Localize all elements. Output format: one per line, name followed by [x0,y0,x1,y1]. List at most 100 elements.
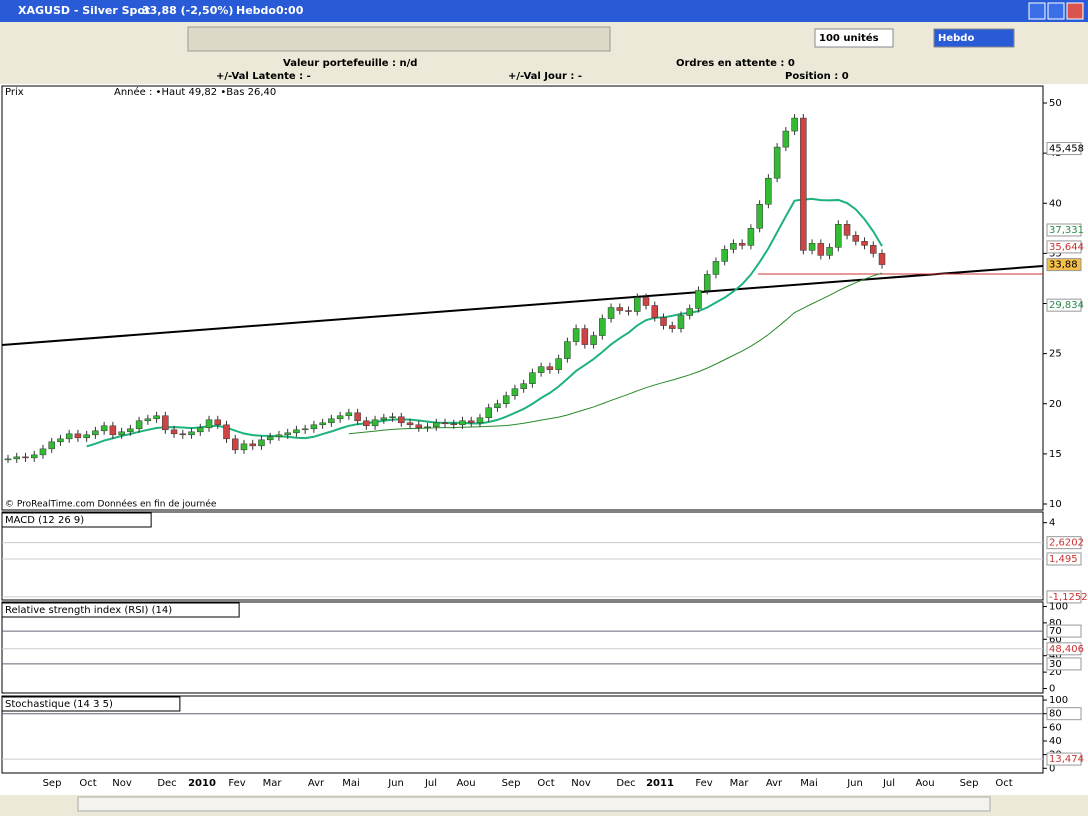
y-tick-label: 20 [1049,667,1062,678]
candle [581,328,589,345]
trend-line [1,265,1044,346]
candle [668,325,676,329]
indicator-tab [1,512,152,528]
y-tick-label: 35 [1049,248,1062,259]
level-label: 30 [1049,659,1062,670]
month-label: Jun [387,778,404,789]
quantity: 100 unités [819,32,879,44]
candle [100,425,108,432]
candle [870,245,877,254]
candle [406,422,414,426]
candle [415,424,423,429]
candle [485,407,492,419]
candle [738,243,746,246]
candle [765,177,772,205]
panel-label: Prix [5,87,24,98]
candle [301,428,309,431]
y-tick-label: 10 [1049,499,1062,510]
candle [310,424,318,430]
candle [677,315,685,329]
quantity-select[interactable] [814,28,894,48]
candle [791,117,798,132]
candle [293,429,300,434]
level-box [1046,707,1082,721]
candle [712,261,720,275]
candle [607,307,615,319]
y-tick-label: 25 [1049,349,1062,360]
candle [564,341,571,359]
level-label: 2,6202 [1049,538,1084,549]
level-label: 45,458 [1049,144,1084,155]
drawing-tools[interactable] [187,26,611,52]
candle [22,456,29,459]
candle [223,424,230,440]
candle [153,415,160,420]
timeframe-select[interactable] [933,28,1015,48]
scrollbar[interactable] [77,796,991,812]
candle [266,436,274,441]
candle [258,439,265,447]
candle [651,305,659,318]
maximize[interactable] [1047,2,1065,20]
candle [747,228,755,246]
month-label: Aou [456,778,475,789]
candle [826,247,833,256]
month-label: Jun [846,778,863,789]
symbol: XAGUSD - Silver Spot [18,4,150,17]
candle [336,415,344,420]
candle [843,224,851,236]
candle [13,456,20,460]
candle [144,418,152,422]
month-label: Oct [537,778,554,789]
position: Position : 0 [785,71,849,82]
level-box [1046,590,1082,604]
candle [835,224,842,248]
month-label: Aou [915,778,934,789]
month-label: Mai [342,778,360,789]
level-label: 1,495 [1049,554,1078,565]
day: +/-Val Jour : - [508,71,582,82]
level-label: 13,474 [1049,754,1084,765]
candle [433,422,440,428]
minimize[interactable] [1028,2,1046,20]
level-box [1046,657,1082,671]
title-bar [0,0,1088,22]
level-label: 29,834 [1049,300,1084,311]
candle [118,431,125,436]
y-tick-label: 20 [1049,399,1062,410]
candle [328,418,335,424]
level-box [1046,552,1082,566]
candle [65,433,73,440]
candle [179,433,187,436]
month-label: Sep [502,778,521,789]
candle [135,420,143,430]
level-box [1046,142,1082,156]
level-box [1046,642,1082,656]
candle [74,433,82,439]
month-label: Jul [882,778,895,789]
month-label: Mar [730,778,750,789]
candle [599,318,606,336]
month-label: Sep [43,778,62,789]
level-label: -1,1252 [1049,592,1088,603]
time: 0:00 [276,4,304,17]
candle [30,454,38,459]
level-label: 48,406 [1049,644,1084,655]
candle [380,417,388,421]
candle [467,420,475,424]
level-box [1046,298,1082,312]
candle [363,420,370,427]
moving-average [348,272,883,435]
month-label: Mai [800,778,818,789]
candle [502,395,510,405]
candle [861,241,868,246]
candle [205,419,213,429]
portfolio: Valeur portefeuille : n/d [283,58,417,69]
close[interactable] [1066,2,1084,20]
indicator-name: MACD (12 26 9) [5,515,84,526]
candle [537,366,545,373]
month-label: 2011 [646,778,674,789]
candle [476,417,484,424]
candle [214,419,222,426]
